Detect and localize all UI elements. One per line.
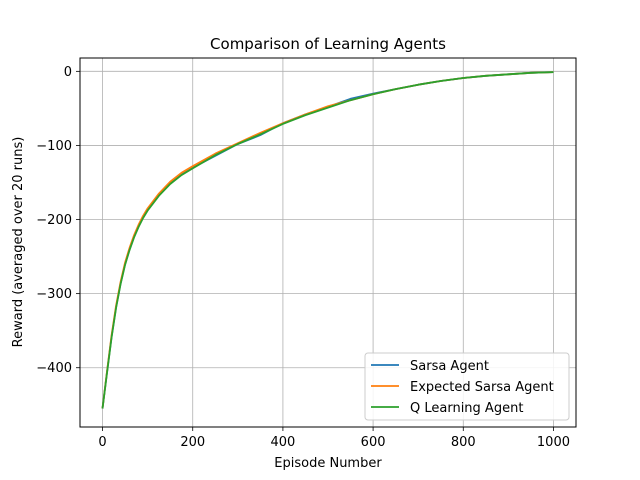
y-axis-label: Reward (averaged over 20 runs) — [11, 137, 26, 348]
y-tick-label: −300 — [36, 287, 72, 302]
legend-label-1: Expected Sarsa Agent — [410, 380, 554, 395]
x-tick-label: 600 — [361, 435, 386, 450]
legend-label-2: Q Learning Agent — [410, 401, 523, 416]
y-tick-label: 0 — [64, 65, 72, 80]
x-tick-label: 0 — [98, 435, 106, 450]
x-axis-label: Episode Number — [274, 456, 382, 471]
x-tick-label: 200 — [180, 435, 205, 450]
grid-lines — [80, 58, 576, 427]
legend: Sarsa Agent Expected Sarsa Agent Q Learnin… — [364, 352, 570, 421]
legend-box — [364, 352, 570, 421]
y-tick-label: −100 — [36, 139, 72, 154]
legend-label-0: Sarsa Agent — [410, 359, 489, 374]
y-tick-label: −400 — [36, 361, 72, 376]
x-tick-label: 800 — [451, 435, 476, 450]
x-tick-label: 400 — [270, 435, 295, 450]
plot-area-frame — [79, 57, 577, 428]
x-axis: 0 200 400 600 800 1000 — [98, 427, 570, 450]
y-axis: −400 −300 −200 −100 0 — [36, 65, 80, 376]
x-tick-label: 1000 — [537, 435, 570, 450]
y-tick-label: −200 — [36, 213, 72, 228]
series-lines — [101, 71, 554, 409]
series-line-2 — [101, 71, 554, 409]
chart-title: Comparison of Learning Agents — [210, 35, 446, 53]
